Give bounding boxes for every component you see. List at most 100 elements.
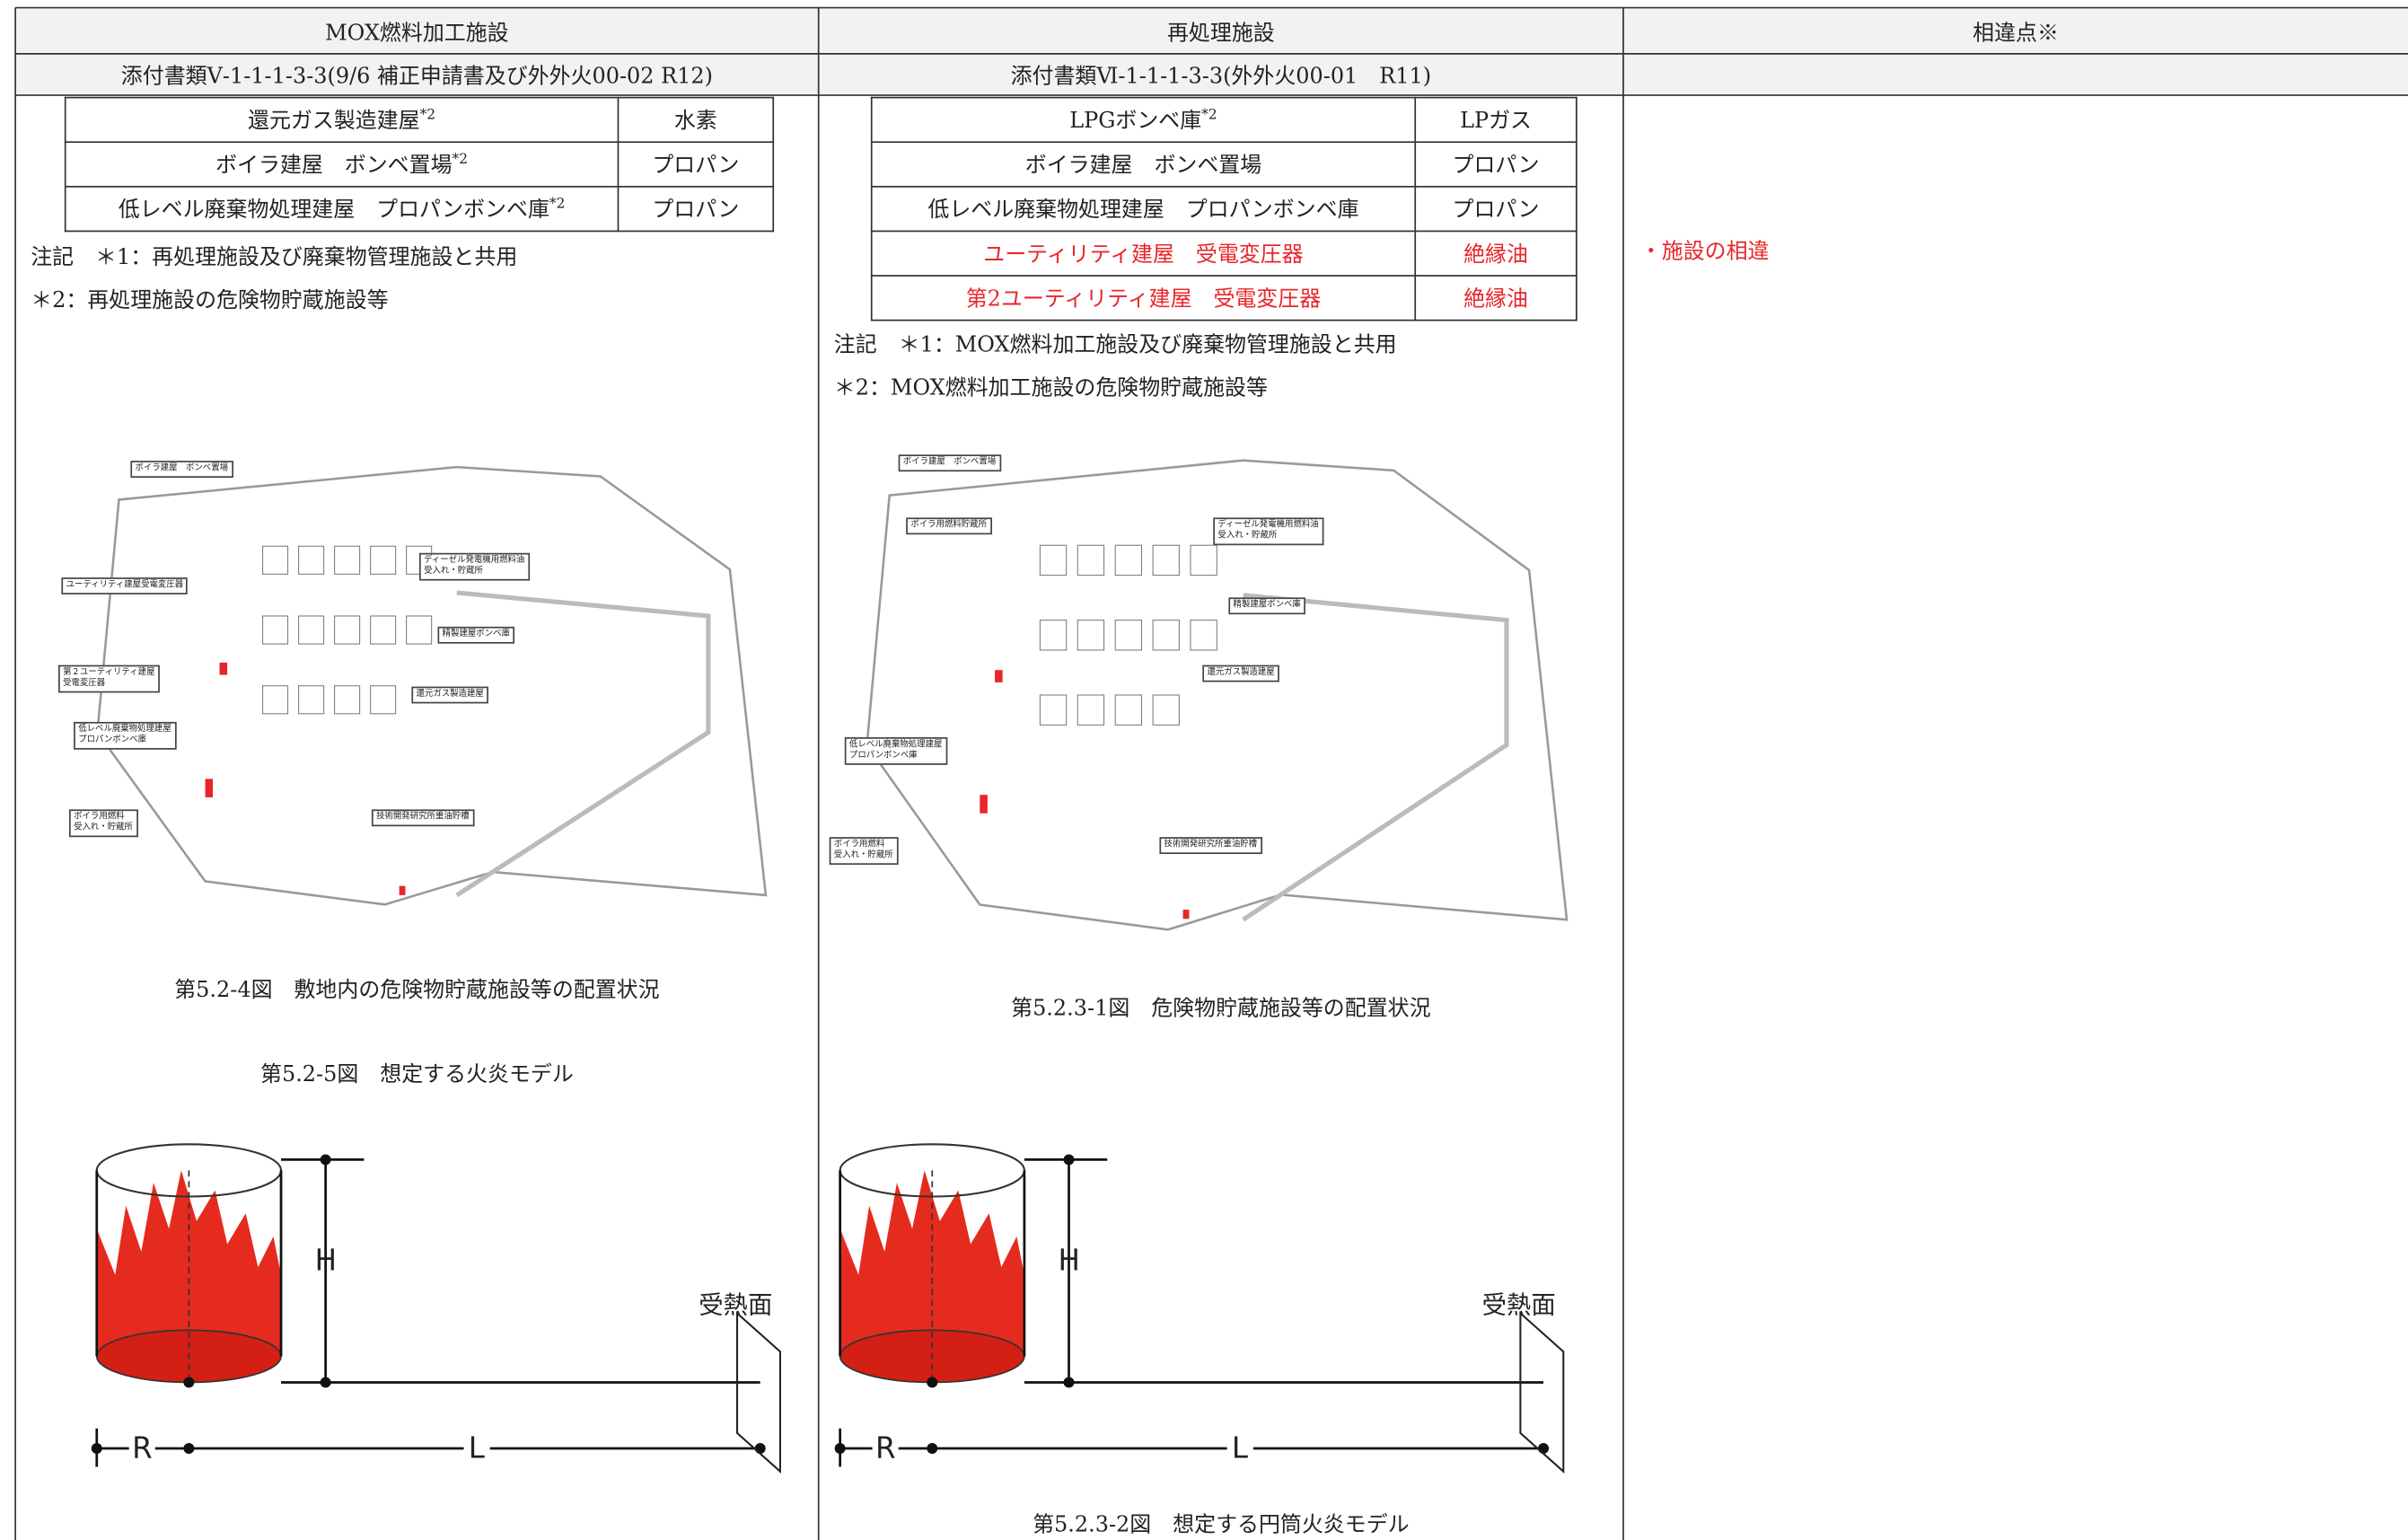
map-label-line: 低レベル廃棄物処理建屋	[78, 725, 171, 735]
column-title: 相違点※	[1973, 21, 2059, 47]
building-name: 還元ガス製造建屋	[248, 109, 420, 134]
building-cell: 還元ガス製造建屋*2	[64, 96, 620, 144]
map-label-line: ボイラ用燃料	[74, 812, 125, 823]
map-label: 第２ユーティリティ建屋 受電変圧器	[57, 664, 160, 693]
building-cell: 低レベル廃棄物処理建屋 プロパンボンベ庫	[870, 185, 1417, 233]
map-label-line: ディーゼル発電機用燃料油	[1217, 520, 1319, 531]
map-label: 技術開発研究所重油貯槽	[371, 809, 474, 827]
receiver-label: 受熱面	[1481, 1289, 1556, 1320]
table-row: ボイラ建屋 ボンベ置場 プロパン	[870, 141, 1578, 188]
site-marker	[1182, 910, 1190, 920]
building-cell: 第2ユーティリティ建屋 受電変圧器	[870, 275, 1417, 321]
facility-table: LPGボンベ庫*2 LPガス ボイラ建屋 ボンベ置場 プロパン 低レベル廃棄物処理建屋 …	[870, 96, 1578, 321]
map-label: ディーゼル発電機用燃料油 受入れ・貯蔵所	[1213, 517, 1323, 546]
table-row: 還元ガス製造建屋*2 水素	[64, 96, 775, 144]
building-shape	[1077, 694, 1105, 726]
dim-label: L	[463, 1431, 489, 1465]
document-ref: 添付書類Ⅴ-1-1-1-3-3(9/6 補正申請書及び外外火00-02 R12)	[120, 64, 713, 90]
building-shape	[298, 615, 325, 645]
map-label: ボイラ用燃料貯蔵所	[906, 517, 992, 535]
map-label-line: プロパンボンベ庫	[78, 735, 146, 745]
dim-label: H	[314, 1244, 338, 1279]
facility-table: 還元ガス製造建屋*2 水素 ボイラ建屋 ボンベ置場*2 プロパン 低レベル廃棄物処理建屋…	[64, 96, 775, 233]
building-name: 第2ユーティリティ建屋 受電変圧器	[965, 286, 1322, 312]
difference: ・施設の相違	[1639, 239, 1770, 265]
map-label: 技術開発研究所重油貯槽	[1159, 837, 1262, 855]
map-label: ユーティリティ建屋受電変圧器	[61, 577, 189, 594]
map-label-line: 受入れ・貯蔵所	[424, 567, 483, 576]
substance-cell: 水素	[617, 96, 775, 144]
map-label: 還元ガス製造建屋	[1202, 664, 1279, 682]
note: 注記 ＊1：MOX燃料加工施設及び廃棄物管理施設と共用	[833, 333, 1397, 358]
building-shape	[334, 545, 361, 575]
building-name: 低レベル廃棄物処理建屋 プロパンボンベ庫	[927, 198, 1359, 224]
building-cell: ボイラ建屋 ボンベ置場	[870, 141, 1417, 188]
building-name: ボイラ建屋 ボンベ置場	[1024, 154, 1262, 179]
map-label-line: 還元ガス製造建屋	[1207, 668, 1275, 678]
figure-caption: 第5.2.3-2図 想定する円筒火炎モデル	[1033, 1512, 1410, 1538]
note-ref: *2	[549, 197, 566, 213]
dim-label: L	[1226, 1431, 1253, 1465]
site-map	[866, 459, 1569, 931]
building-shape	[1152, 694, 1180, 726]
map-label: 低レベル廃棄物処理建屋 プロパンボンベ庫	[844, 737, 947, 765]
building-shape	[370, 685, 397, 715]
map-label-line: 低レベル廃棄物処理建屋	[848, 740, 943, 750]
building-shape	[1077, 544, 1105, 576]
road	[455, 590, 711, 898]
site-outline	[96, 465, 768, 906]
map-label: ボイラ建屋 ボンベ置場	[130, 461, 233, 478]
building-shape	[1190, 620, 1217, 651]
site-marker	[399, 885, 406, 895]
building-shape	[1114, 694, 1143, 726]
map-label-line: 受入れ・貯蔵所	[1217, 531, 1278, 541]
substance-cell: プロパン	[1414, 185, 1578, 233]
map-label-line: ディーゼル発電機用燃料油	[424, 556, 525, 566]
map-label-line: ボイラ用燃料	[833, 840, 885, 849]
dim-label: R	[128, 1431, 156, 1465]
building-name: 低レベル廃棄物処理建屋 プロパンボンベ庫	[118, 198, 549, 224]
building-shape	[1152, 544, 1180, 576]
building-cell: ボイラ建屋 ボンベ置場*2	[64, 141, 620, 188]
map-label-line: 受入れ・貯蔵所	[833, 850, 893, 860]
building-shape	[1114, 620, 1143, 651]
building-name: ボイラ建屋 ボンベ置場	[215, 154, 453, 179]
building-shape	[334, 615, 361, 645]
building-shape	[1152, 620, 1180, 651]
map-label-line: ボイラ建屋 ボンベ置場	[902, 457, 997, 467]
table-row: 第2ユーティリティ建屋 受電変圧器 絶縁油	[870, 275, 1578, 321]
header-bg	[15, 7, 2408, 96]
map-label-line: プロパンボンベ庫	[848, 751, 918, 761]
building-shape	[406, 615, 433, 645]
map-label: ボイラ用燃料 受入れ・貯蔵所	[829, 837, 898, 866]
building-shape	[298, 685, 325, 715]
map-label: 低レベル廃棄物処理建屋 プロパンボンベ庫	[74, 721, 176, 750]
dim-label: R	[872, 1431, 899, 1465]
site-marker	[219, 662, 228, 675]
building-shape	[1039, 694, 1068, 726]
site-marker	[205, 779, 214, 797]
map-label: ボイラ用燃料 受入れ・貯蔵所	[68, 809, 138, 838]
building-shape	[262, 545, 289, 575]
substance-cell: 絶縁油	[1414, 275, 1578, 321]
site-map	[96, 465, 768, 906]
building-shape	[262, 685, 289, 715]
building-shape	[1077, 620, 1105, 651]
map-label-line: 第２ユーティリティ建屋	[63, 668, 155, 678]
map-label-line: 受入れ・貯蔵所	[74, 823, 133, 833]
map-label-line: 技術開発研究所重油貯槽	[1164, 840, 1258, 849]
site-marker	[980, 795, 988, 814]
map-label-line: 技術開発研究所重油貯槽	[376, 812, 470, 823]
map-label-line: ボイラ用燃料貯蔵所	[910, 520, 988, 531]
substance-cell: プロパン	[1414, 141, 1578, 188]
column-title: 再処理施設	[1166, 21, 1275, 47]
substance-cell: LPガス	[1414, 96, 1578, 144]
building-shape	[1114, 544, 1143, 576]
building-shape	[298, 545, 325, 575]
figure-caption: 第5.2-4図 敷地内の危険物貯蔵施設等の配置状況	[174, 978, 660, 1003]
map-label-line: 精製建屋ボンベ庫	[442, 629, 510, 639]
note-ref: *2	[452, 152, 469, 169]
building-cell: ユーティリティ建屋 受電変圧器	[870, 230, 1417, 277]
